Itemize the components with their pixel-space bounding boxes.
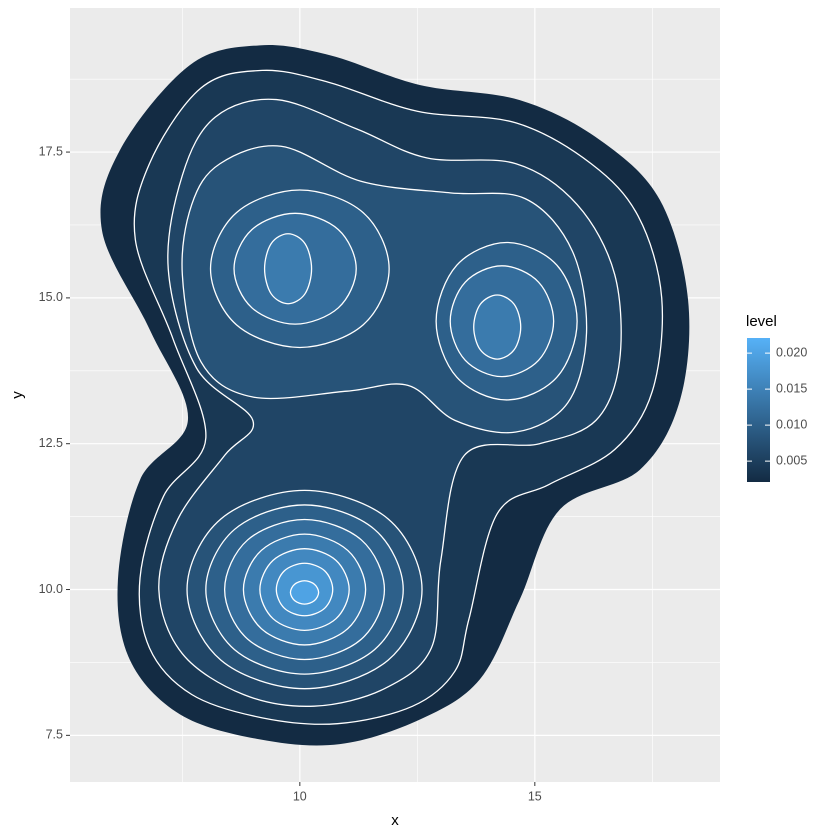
y-tick-label: 12.5 <box>39 436 63 450</box>
axes: 10 15 7.5 10.0 12.5 15.0 17.5 <box>39 144 542 803</box>
colorbar-label: 0.005 <box>776 453 807 467</box>
x-tick-label: 10 <box>293 789 307 803</box>
y-tick-label: 7.5 <box>46 728 63 742</box>
colorbar <box>747 338 770 482</box>
legend-title: level <box>746 313 777 330</box>
y-axis-title: y <box>9 391 26 399</box>
y-tick-label: 10.0 <box>39 582 63 596</box>
x-axis-title: x <box>391 812 399 829</box>
y-tick-label: 15.0 <box>39 290 63 304</box>
colorbar-label: 0.015 <box>776 381 807 395</box>
colorbar-label: 0.010 <box>776 417 807 431</box>
colorbar-label: 0.020 <box>776 345 807 359</box>
legend: 0.005 0.010 0.015 0.020 <box>747 338 807 482</box>
contour-band <box>263 233 313 305</box>
contour-band <box>289 580 320 605</box>
x-tick-label: 15 <box>528 789 542 803</box>
y-tick-label: 17.5 <box>39 144 63 158</box>
contours <box>100 45 690 746</box>
contour-band <box>473 294 522 360</box>
